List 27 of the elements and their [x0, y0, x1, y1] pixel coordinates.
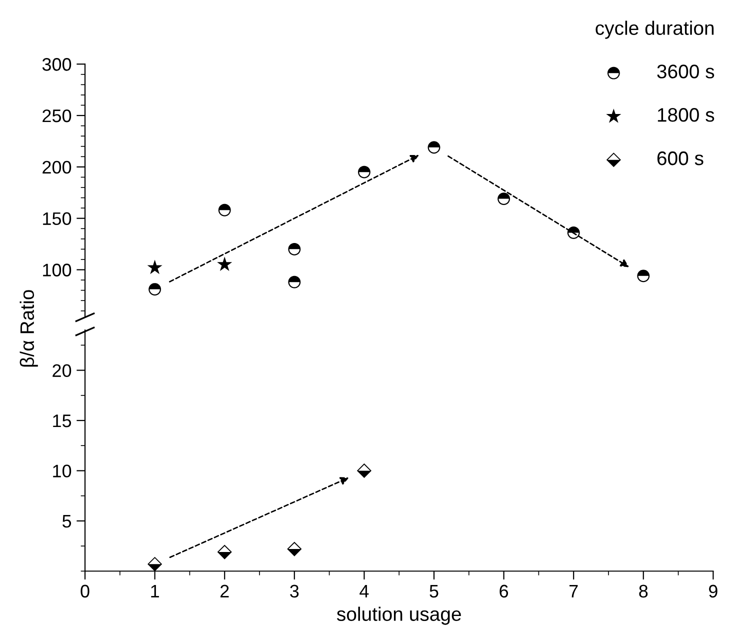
y-tick-label: 5 [62, 515, 72, 528]
x-tick-label: 6 [500, 584, 508, 598]
x-tick-label: 1 [151, 584, 159, 598]
y-tick-label: 10 [53, 464, 72, 478]
legend-label: 1800 s [658, 108, 714, 122]
x-tick-label: 4 [360, 584, 369, 598]
x-tick-label: 3 [290, 584, 299, 598]
y-tick-label: 20 [52, 364, 72, 378]
x-tick-label: 7 [569, 584, 578, 598]
text: 600 s [657, 151, 704, 166]
y-tick-label: 150 [43, 212, 72, 226]
x-axis-title: solution usage [336, 606, 461, 625]
y-tick-label: 15 [53, 414, 72, 428]
legend-label: 3600 s [657, 64, 714, 78]
x-tick-label: 5 [430, 584, 438, 598]
y-tick-label: 200 [42, 160, 72, 174]
y-tick-label: 300 [42, 58, 72, 71]
x-tick-label: 0 [80, 584, 90, 598]
point [147, 260, 162, 274]
y-tick-label: 100 [43, 264, 72, 276]
y-tick-label: 250 [42, 109, 72, 122]
x-tick-label: 8 [639, 584, 648, 598]
x-tick-label: 9 [709, 584, 718, 598]
point [217, 256, 232, 272]
legend-title: cycle duration [596, 20, 714, 39]
x-tick-label: 2 [220, 584, 229, 598]
y-axis-title: β/α Ratio [20, 290, 38, 367]
